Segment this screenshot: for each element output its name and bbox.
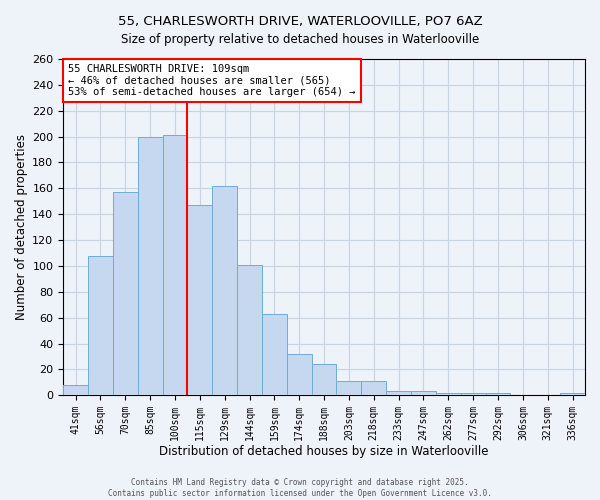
Text: 55 CHARLESWORTH DRIVE: 109sqm
← 46% of detached houses are smaller (565)
53% of : 55 CHARLESWORTH DRIVE: 109sqm ← 46% of d… xyxy=(68,64,356,97)
Y-axis label: Number of detached properties: Number of detached properties xyxy=(15,134,28,320)
Bar xyxy=(63,385,88,396)
Bar xyxy=(311,364,337,396)
Bar xyxy=(113,192,137,396)
Text: Contains HM Land Registry data © Crown copyright and database right 2025.
Contai: Contains HM Land Registry data © Crown c… xyxy=(108,478,492,498)
X-axis label: Distribution of detached houses by size in Waterlooville: Distribution of detached houses by size … xyxy=(160,444,489,458)
Bar xyxy=(411,392,436,396)
Bar xyxy=(337,381,361,396)
Text: 55, CHARLESWORTH DRIVE, WATERLOOVILLE, PO7 6AZ: 55, CHARLESWORTH DRIVE, WATERLOOVILLE, P… xyxy=(118,15,482,28)
Bar xyxy=(386,392,411,396)
Bar xyxy=(137,136,163,396)
Bar xyxy=(485,393,511,396)
Bar xyxy=(88,256,113,396)
Bar xyxy=(461,393,485,396)
Bar xyxy=(262,314,287,396)
Bar xyxy=(212,186,237,396)
Bar xyxy=(237,264,262,396)
Bar xyxy=(361,381,386,396)
Bar xyxy=(436,393,461,396)
Bar xyxy=(560,393,585,396)
Bar xyxy=(287,354,311,396)
Bar xyxy=(187,205,212,396)
Text: Size of property relative to detached houses in Waterlooville: Size of property relative to detached ho… xyxy=(121,32,479,46)
Bar xyxy=(163,136,187,396)
